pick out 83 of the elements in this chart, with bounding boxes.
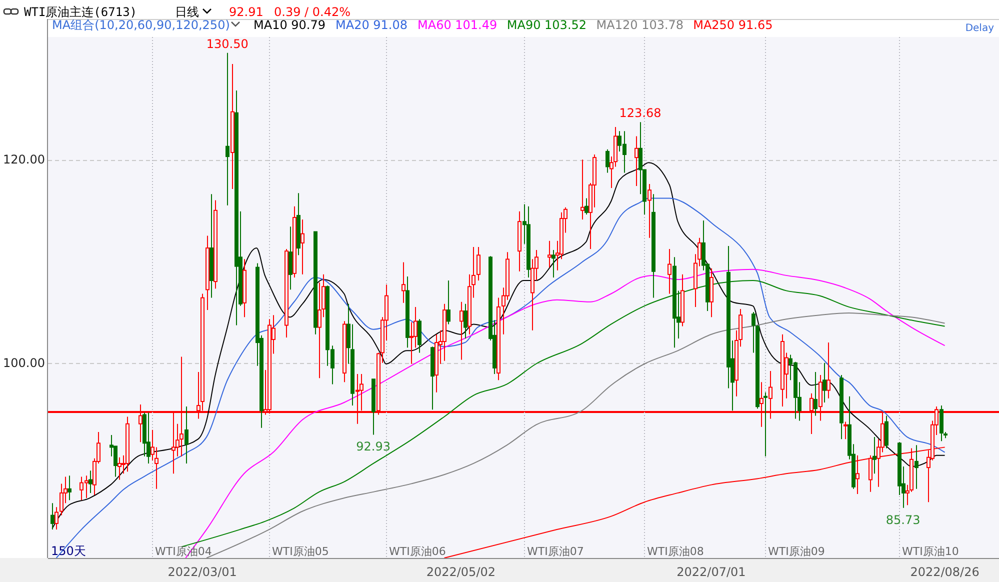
candlestick	[402, 262, 406, 304]
candlestick	[446, 280, 450, 325]
text: MA90 103.52	[506, 18, 587, 32]
annotation: 130.50	[206, 36, 248, 51]
chart-title: WTI原油主连(6713)	[24, 5, 138, 19]
candlestick	[60, 483, 64, 516]
candlestick	[50, 502, 54, 530]
candlestick	[884, 415, 888, 449]
candlestick	[118, 456, 122, 480]
candlestick	[460, 301, 464, 360]
candlestick	[710, 268, 714, 318]
candlestick	[226, 52, 230, 206]
annotation: 92.93	[356, 440, 391, 454]
candlestick	[206, 235, 210, 310]
candlestick	[150, 429, 154, 461]
candlestick	[530, 258, 534, 331]
candlestick	[288, 226, 292, 290]
ref-line-label: WTI原油05	[272, 545, 329, 558]
candlestick	[552, 250, 556, 278]
candlestick	[88, 470, 92, 494]
annotation: 123.68	[619, 106, 662, 120]
candlestick	[300, 219, 304, 275]
candlestick	[468, 274, 472, 335]
candlestick	[560, 212, 564, 260]
candlestick	[54, 506, 58, 530]
x-tick-label: 2022/08/26	[910, 565, 980, 579]
candlestick	[826, 342, 830, 399]
candlestick	[780, 334, 784, 408]
candlestick	[442, 303, 446, 362]
legend-title: MA组合(10,20,60,90,120,250)	[52, 18, 230, 32]
candlestick	[418, 318, 422, 354]
candlestick	[154, 446, 158, 490]
text: MA120 103.78	[596, 18, 684, 32]
candlestick	[680, 274, 684, 327]
annotation: 85.73	[886, 512, 920, 527]
candlestick	[872, 436, 876, 474]
candlestick	[476, 246, 480, 282]
candlestick	[214, 200, 218, 290]
candlestick	[940, 405, 944, 442]
candlestick	[518, 210, 522, 272]
candlestick	[856, 454, 860, 494]
candlestick	[230, 64, 234, 190]
y-tick-label: 100.00	[3, 356, 45, 370]
text: MA10 90.79	[254, 18, 326, 32]
ref-line-label: WTI原油08	[647, 545, 704, 558]
text: 日线	[175, 5, 199, 19]
candlestick	[68, 475, 72, 501]
candlestick	[580, 159, 584, 220]
ref-line-label: WTI原油10	[902, 545, 959, 558]
ref-line-label: WTI原油07	[527, 545, 584, 558]
candlestick	[548, 240, 552, 268]
candlestick	[496, 297, 500, 381]
x-tick-label: 2022/07/01	[676, 565, 746, 579]
candlestick	[242, 258, 246, 318]
candlestick	[126, 416, 130, 472]
candlestick	[318, 282, 322, 379]
x-tick-label: 2022/03/01	[168, 565, 237, 579]
candlestick	[914, 444, 918, 490]
candlestick	[414, 306, 418, 348]
text: 0.39 / 0.42%	[274, 5, 351, 19]
candlestick	[614, 126, 618, 168]
x-tick-label: 2022/05/02	[426, 565, 496, 579]
text: MA250 91.65	[693, 18, 773, 32]
text: Delay	[965, 23, 994, 34]
candlestick	[648, 183, 652, 238]
candlestick	[584, 198, 588, 215]
candlestick	[434, 334, 438, 393]
ref-line-label: WTI原油06	[389, 545, 446, 558]
candlestick	[764, 392, 768, 457]
candlestick	[146, 412, 150, 464]
y-tick-label: 120.00	[3, 152, 45, 167]
text: MA20 91.08	[336, 18, 408, 32]
candlestick	[410, 322, 414, 364]
text: 92.91	[229, 5, 264, 19]
candlestick	[814, 372, 818, 416]
candlestick	[634, 136, 638, 186]
ref-line-label: WTI原油09	[768, 545, 825, 558]
candlestick	[184, 406, 188, 464]
candlestick	[464, 303, 468, 339]
text: MA60 101.49	[418, 18, 498, 32]
candlestick	[606, 148, 610, 174]
candlestick	[822, 362, 826, 403]
candlestick	[668, 248, 672, 294]
